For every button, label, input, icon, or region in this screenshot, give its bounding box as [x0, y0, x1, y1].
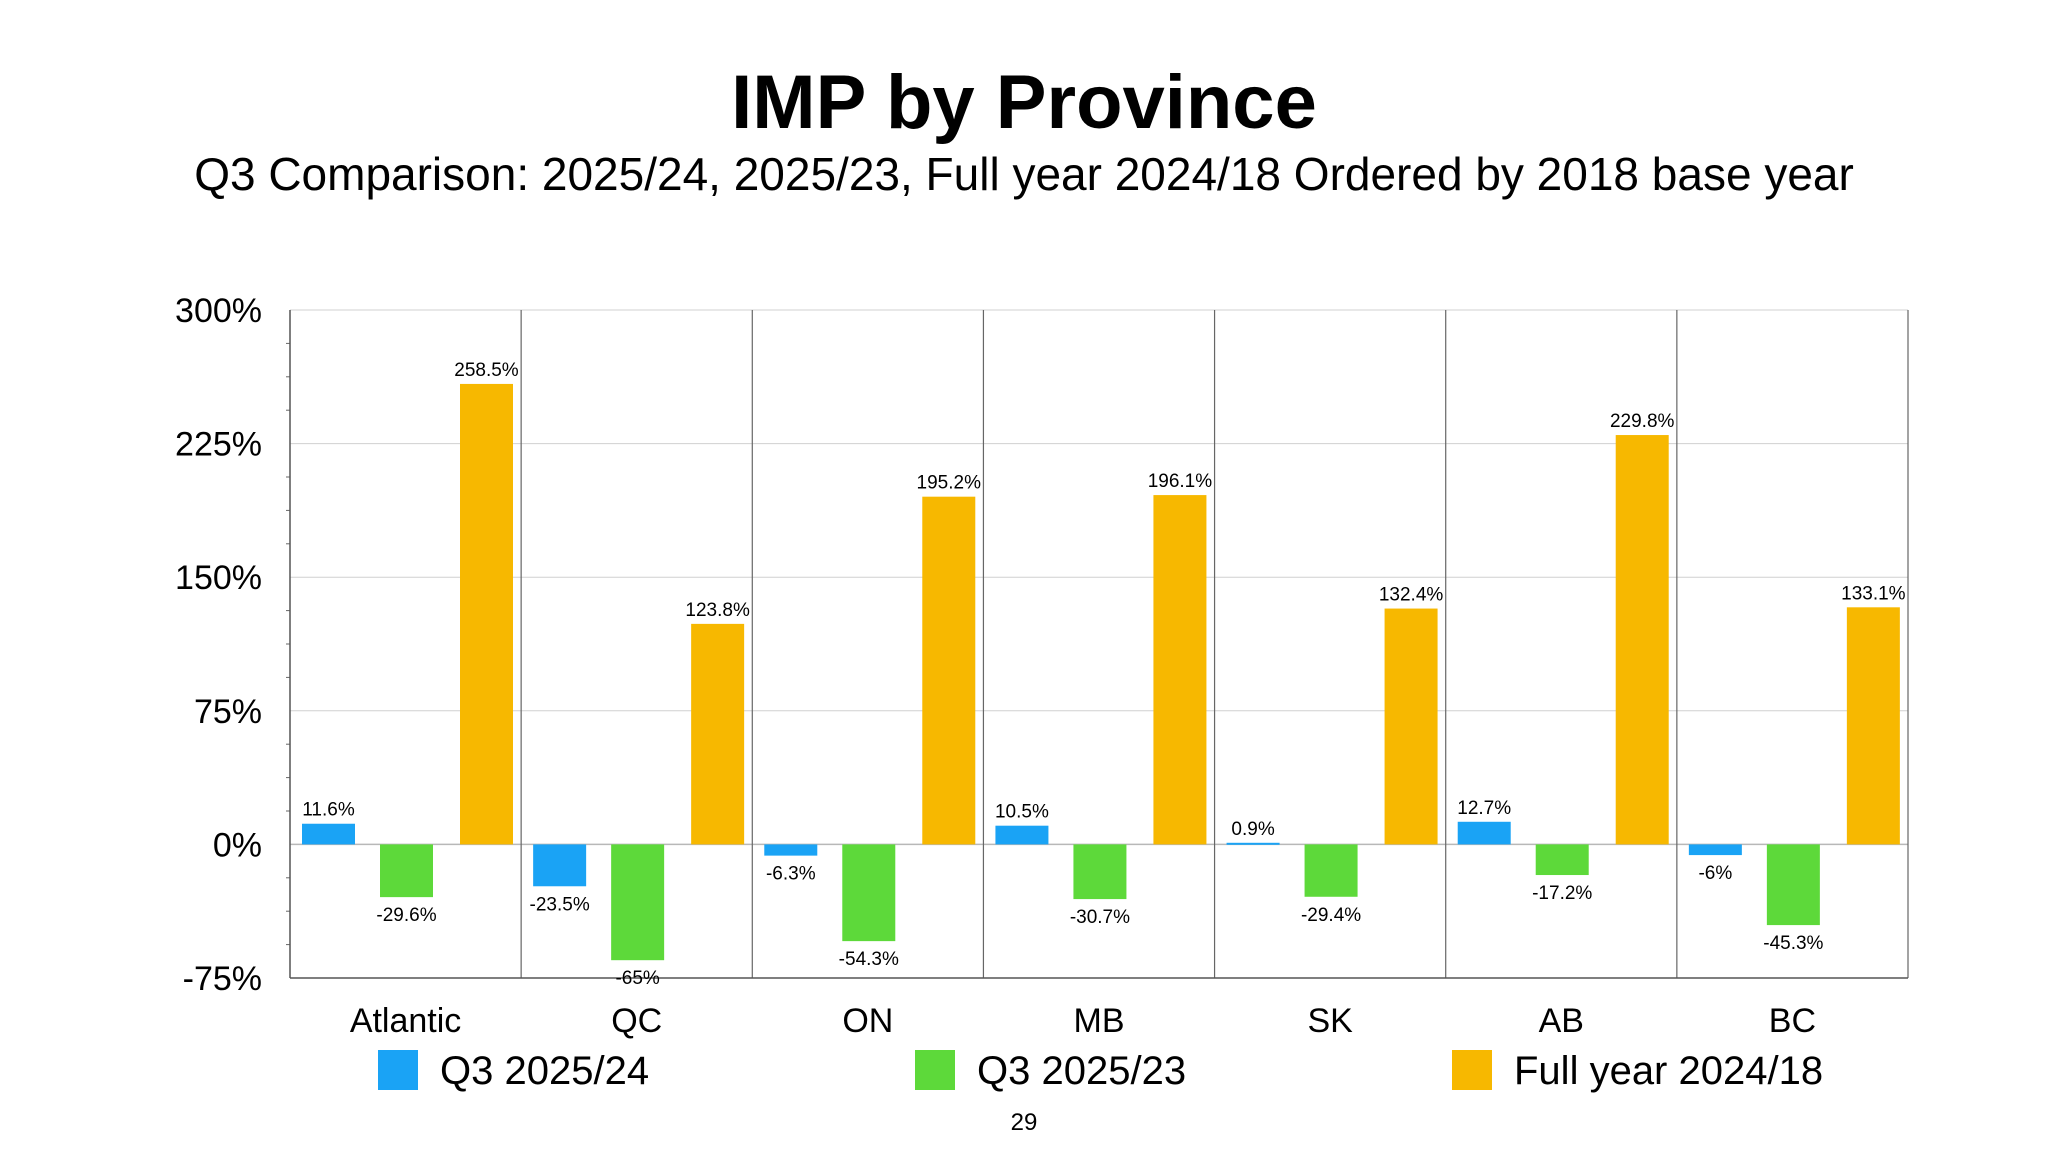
bar-q3-2025-23: [1766, 844, 1820, 926]
x-tick-label: AB: [1539, 1002, 1584, 1040]
x-tick-label: ON: [842, 1002, 893, 1040]
bar-q3-2025-24: [764, 844, 818, 856]
data-label: 195.2%: [917, 473, 982, 494]
data-label: 10.5%: [995, 802, 1049, 823]
bar-q3-2025-23: [611, 844, 665, 961]
data-label: -6.3%: [766, 864, 816, 885]
data-label: 132.4%: [1379, 585, 1444, 606]
bar-q3-2025-23: [842, 844, 896, 942]
bar-full-year-2024-18: [922, 496, 976, 845]
bar-full-year-2024-18: [460, 383, 513, 845]
data-label: -23.5%: [530, 894, 590, 915]
y-tick-label: 150%: [175, 559, 262, 597]
bar-full-year-2024-18: [1615, 435, 1669, 845]
y-tick-label: -75%: [183, 960, 262, 998]
data-label: -17.2%: [1532, 883, 1592, 904]
data-label: 11.6%: [302, 800, 355, 821]
bar-full-year-2024-18: [1153, 495, 1207, 845]
y-tick-label: 0%: [213, 826, 262, 864]
x-tick-label: BC: [1769, 1002, 1816, 1040]
legend-swatch: [915, 1050, 955, 1090]
x-tick-label: Atlantic: [350, 1002, 462, 1040]
legend-label: Full year 2024/18: [1514, 1049, 1823, 1093]
data-label: -30.7%: [1070, 907, 1130, 928]
bar-full-year-2024-18: [1384, 608, 1438, 845]
slide-title: IMP by Province: [731, 60, 1317, 145]
bar-q3-2025-24: [302, 823, 355, 845]
page-number: 29: [1010, 1109, 1038, 1136]
legend-label: Q3 2025/24: [440, 1049, 649, 1093]
bar-q3-2025-23: [1535, 844, 1589, 876]
data-label: -45.3%: [1763, 933, 1823, 954]
data-label: 258.5%: [454, 360, 519, 381]
bar-q3-2025-24: [533, 844, 587, 887]
data-label: -65%: [615, 968, 659, 989]
data-label: -6%: [1698, 863, 1732, 884]
y-tick-label: 75%: [194, 693, 262, 731]
bar-q3-2025-24: [995, 825, 1049, 845]
data-label: 196.1%: [1148, 471, 1213, 492]
bar-q3-2025-24: [1226, 842, 1280, 845]
data-label: -54.3%: [839, 949, 899, 970]
y-tick-label: 225%: [175, 426, 262, 464]
x-tick-label: SK: [1307, 1002, 1353, 1040]
bar-full-year-2024-18: [1846, 607, 1900, 845]
data-label: -29.4%: [1301, 905, 1361, 926]
data-label: 229.8%: [1610, 411, 1675, 432]
bar-q3-2025-23: [1073, 844, 1127, 900]
data-label: 12.7%: [1457, 798, 1511, 819]
x-tick-label: MB: [1074, 1002, 1125, 1040]
data-label: 123.8%: [685, 600, 750, 621]
legend-swatch: [1452, 1050, 1492, 1090]
slide-subtitle: Q3 Comparison: 2025/24, 2025/23, Full ye…: [194, 148, 1854, 200]
y-tick-label: 300%: [175, 292, 262, 330]
data-label: -29.6%: [376, 905, 436, 926]
bar-q3-2025-23: [380, 844, 433, 898]
x-tick-label: QC: [611, 1002, 662, 1040]
data-label: 0.9%: [1231, 819, 1274, 840]
bar-q3-2025-23: [1304, 844, 1358, 897]
legend-swatch: [378, 1050, 418, 1090]
legend-label: Q3 2025/23: [977, 1049, 1186, 1093]
bar-full-year-2024-18: [691, 623, 745, 845]
bar-q3-2025-24: [1688, 844, 1742, 856]
data-label: 133.1%: [1841, 583, 1906, 604]
bar-q3-2025-24: [1457, 821, 1511, 845]
